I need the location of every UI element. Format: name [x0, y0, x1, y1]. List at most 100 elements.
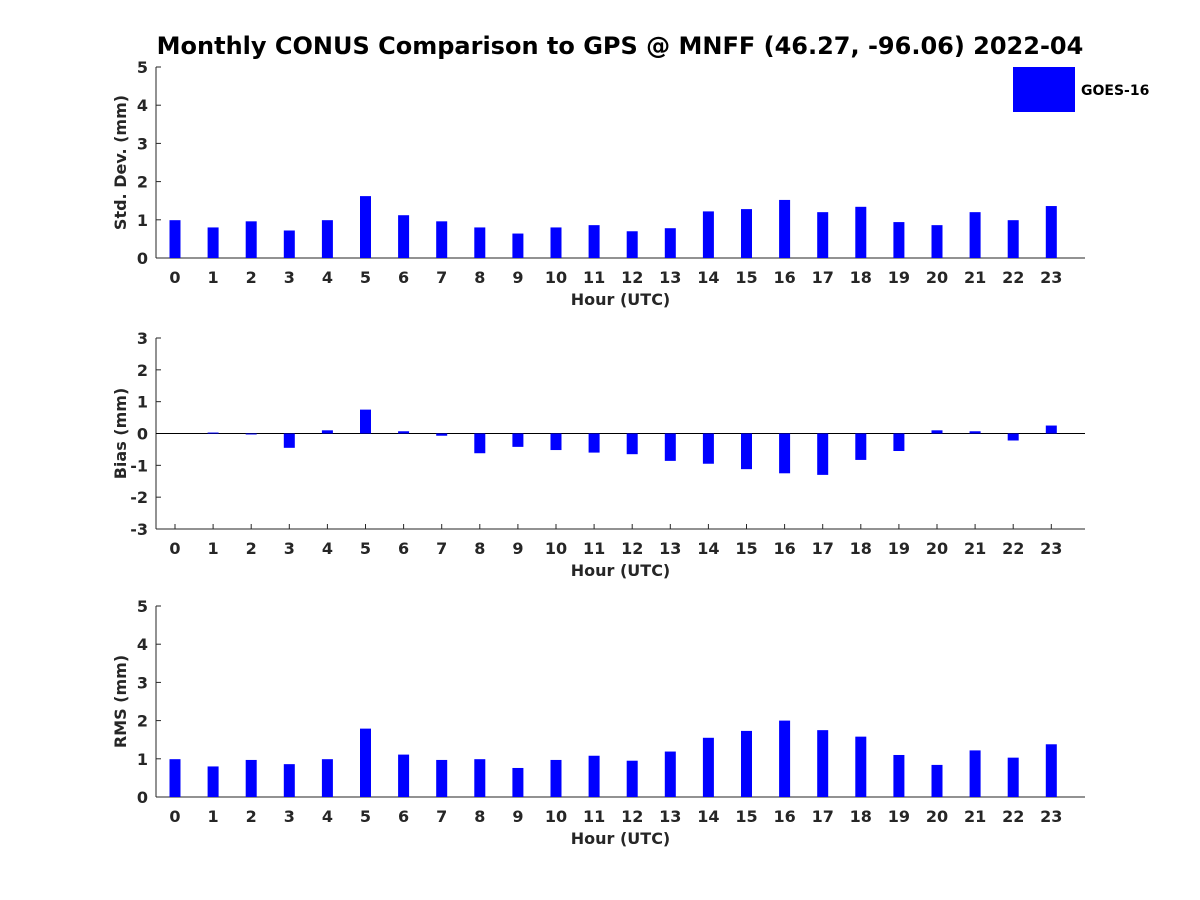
- y-tick-label: 3: [137, 329, 148, 348]
- y-tick-label: 2: [137, 712, 148, 731]
- bar-0: [169, 220, 181, 258]
- bar-21: [969, 212, 981, 258]
- bar-23: [1045, 206, 1057, 258]
- y-axis-label: Std. Dev. (mm): [111, 95, 130, 230]
- x-axis-label: Hour (UTC): [571, 829, 671, 848]
- x-tick-label: 6: [398, 539, 409, 558]
- bar-1: [207, 766, 219, 797]
- x-tick-label: 17: [812, 268, 834, 287]
- x-tick-label: 2: [246, 268, 257, 287]
- x-tick-label: 22: [1002, 807, 1024, 826]
- x-tick-label: 23: [1040, 268, 1062, 287]
- x-tick-label: 13: [659, 268, 681, 287]
- x-tick-label: 3: [284, 807, 295, 826]
- x-tick-label: 15: [735, 807, 757, 826]
- chart-title: Monthly CONUS Comparison to GPS @ MNFF (…: [157, 32, 1084, 60]
- x-tick-label: 19: [888, 807, 910, 826]
- x-tick-label: 1: [208, 807, 219, 826]
- bar-8: [474, 759, 486, 797]
- x-tick-label: 13: [659, 539, 681, 558]
- x-tick-label: 7: [436, 807, 447, 826]
- x-tick-label: 11: [583, 268, 605, 287]
- bar-17: [817, 433, 829, 475]
- x-tick-label: 16: [773, 539, 795, 558]
- y-tick-label: 4: [137, 635, 148, 654]
- bar-13: [664, 228, 676, 258]
- legend-swatch-goes-16: [1013, 67, 1075, 112]
- bar-4: [321, 220, 333, 258]
- bar-1: [207, 432, 219, 434]
- bar-2: [245, 759, 257, 797]
- x-tick-label: 13: [659, 807, 681, 826]
- x-tick-label: 8: [474, 268, 485, 287]
- bar-13: [664, 433, 676, 461]
- x-tick-label: 5: [360, 539, 371, 558]
- x-tick-label: 15: [735, 539, 757, 558]
- x-tick-label: 4: [322, 539, 333, 558]
- bar-21: [969, 750, 981, 797]
- x-tick-label: 16: [773, 268, 795, 287]
- bar-17: [817, 730, 829, 797]
- x-tick-label: 19: [888, 539, 910, 558]
- x-tick-label: 20: [926, 268, 948, 287]
- bar-11: [588, 755, 600, 797]
- y-tick-label: 2: [137, 361, 148, 380]
- x-tick-label: 0: [169, 268, 180, 287]
- x-tick-label: 19: [888, 268, 910, 287]
- bar-7: [436, 759, 448, 797]
- y-tick-label: 3: [137, 673, 148, 692]
- y-tick-label: 2: [137, 173, 148, 192]
- bar-1: [207, 227, 219, 258]
- bar-19: [893, 754, 905, 797]
- x-tick-label: 4: [322, 807, 333, 826]
- bar-5: [360, 728, 371, 797]
- y-tick-label: 5: [137, 58, 148, 77]
- bar-7: [436, 221, 448, 258]
- x-tick-label: 14: [697, 539, 719, 558]
- bar-22: [1007, 220, 1019, 258]
- x-tick-label: 22: [1002, 268, 1024, 287]
- x-tick-label: 2: [246, 807, 257, 826]
- bar-2: [245, 433, 257, 435]
- bar-8: [474, 433, 486, 454]
- bar-5: [360, 196, 371, 258]
- x-tick-label: 12: [621, 539, 643, 558]
- x-tick-label: 1: [208, 268, 219, 287]
- x-tick-label: 12: [621, 807, 643, 826]
- bar-20: [931, 764, 943, 797]
- bar-20: [931, 225, 943, 258]
- bar-14: [702, 211, 714, 258]
- y-tick-label: 0: [137, 425, 148, 444]
- x-tick-label: 18: [850, 268, 872, 287]
- y-tick-label: 5: [137, 597, 148, 616]
- x-tick-label: 20: [926, 539, 948, 558]
- bar-12: [626, 231, 638, 258]
- x-tick-label: 6: [398, 807, 409, 826]
- x-tick-label: 6: [398, 268, 409, 287]
- bar-16: [779, 433, 791, 474]
- bar-11: [588, 433, 600, 453]
- bar-23: [1045, 744, 1057, 797]
- bar-2: [245, 221, 257, 258]
- bar-3: [283, 230, 295, 258]
- x-tick-label: 2: [246, 539, 257, 558]
- x-tick-label: 9: [512, 539, 523, 558]
- bar-11: [588, 225, 600, 258]
- x-tick-label: 10: [545, 268, 567, 287]
- x-tick-label: 23: [1040, 807, 1062, 826]
- bar-16: [779, 720, 791, 797]
- x-tick-label: 5: [360, 807, 371, 826]
- x-tick-label: 12: [621, 268, 643, 287]
- x-tick-label: 17: [812, 539, 834, 558]
- x-tick-label: 18: [850, 807, 872, 826]
- x-tick-label: 20: [926, 807, 948, 826]
- bar-10: [550, 759, 562, 797]
- bar-22: [1007, 757, 1019, 797]
- x-tick-label: 17: [812, 807, 834, 826]
- x-tick-label: 10: [545, 807, 567, 826]
- bar-23: [1045, 425, 1057, 434]
- y-tick-label: 1: [137, 750, 148, 769]
- x-tick-label: 14: [697, 268, 719, 287]
